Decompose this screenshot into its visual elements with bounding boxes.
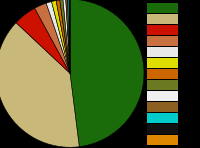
FancyBboxPatch shape xyxy=(147,14,178,24)
FancyBboxPatch shape xyxy=(147,80,178,90)
FancyBboxPatch shape xyxy=(147,36,178,46)
Wedge shape xyxy=(35,3,70,73)
FancyBboxPatch shape xyxy=(147,124,178,134)
Wedge shape xyxy=(0,23,79,147)
Wedge shape xyxy=(52,1,70,73)
FancyBboxPatch shape xyxy=(147,69,178,79)
FancyBboxPatch shape xyxy=(147,135,178,145)
Wedge shape xyxy=(46,2,70,73)
Wedge shape xyxy=(63,0,70,73)
Wedge shape xyxy=(16,8,70,73)
Wedge shape xyxy=(56,0,70,73)
FancyBboxPatch shape xyxy=(147,25,178,35)
Wedge shape xyxy=(66,0,70,73)
FancyBboxPatch shape xyxy=(147,47,178,57)
FancyBboxPatch shape xyxy=(147,3,178,13)
Wedge shape xyxy=(60,0,70,73)
Wedge shape xyxy=(69,0,70,73)
FancyBboxPatch shape xyxy=(147,58,178,68)
Wedge shape xyxy=(70,0,144,147)
Wedge shape xyxy=(68,0,70,73)
FancyBboxPatch shape xyxy=(147,113,178,123)
FancyBboxPatch shape xyxy=(147,102,178,112)
FancyBboxPatch shape xyxy=(147,91,178,101)
